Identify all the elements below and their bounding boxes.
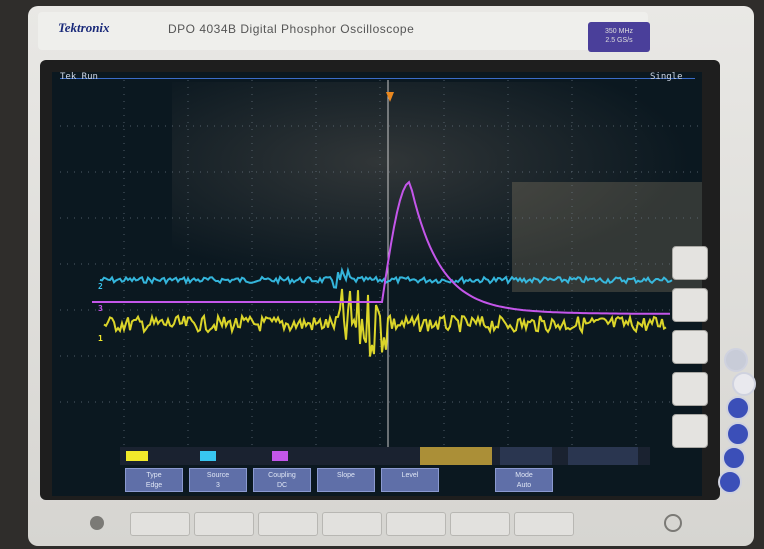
bezel-button-6[interactable] bbox=[450, 512, 510, 536]
acq-mode: Single bbox=[650, 72, 683, 82]
scope-display bbox=[52, 72, 702, 496]
graticule bbox=[60, 80, 700, 448]
spec-badge: 350 MHz 2.5 GS/s bbox=[588, 22, 650, 52]
acquisition-readout bbox=[568, 447, 638, 465]
bezel-button-2[interactable] bbox=[194, 512, 254, 536]
softkey-type[interactable]: Type Edge bbox=[125, 468, 183, 492]
brand-bar bbox=[38, 12, 648, 50]
channel-3-waveform bbox=[92, 180, 670, 315]
channel-knob-1[interactable] bbox=[726, 396, 750, 420]
softkey-coupling[interactable]: Coupling DC bbox=[253, 468, 311, 492]
side-button-2[interactable] bbox=[672, 288, 708, 322]
channel-1-waveform bbox=[103, 288, 667, 357]
record-view-bar bbox=[60, 78, 695, 79]
channel-1-badge bbox=[126, 451, 148, 461]
model-label: DPO 4034B Digital Phosphor Oscilloscope bbox=[168, 22, 415, 36]
bezel-button-5[interactable] bbox=[386, 512, 446, 536]
softkey-slope[interactable]: Slope bbox=[317, 468, 375, 492]
side-button-5[interactable] bbox=[672, 414, 708, 448]
timebase-readout bbox=[420, 447, 492, 465]
bezel-button-4[interactable] bbox=[322, 512, 382, 536]
channel-knob-3[interactable] bbox=[722, 446, 746, 470]
waveform-plot bbox=[60, 80, 700, 452]
softkey-mode[interactable]: Mode Auto bbox=[495, 468, 553, 492]
channel-3-marker[interactable]: 3 bbox=[98, 304, 103, 313]
channel-2-waveform bbox=[99, 266, 673, 289]
trigger-marker[interactable] bbox=[386, 92, 394, 102]
bezel-button-1[interactable] bbox=[130, 512, 190, 536]
side-button-1[interactable] bbox=[672, 246, 708, 280]
softkey-menu: Type Edge Source 3 Coupling DC Slope Level … bbox=[125, 468, 645, 493]
knob-a[interactable] bbox=[724, 348, 748, 372]
channel-2-badge bbox=[200, 451, 216, 461]
side-button-3[interactable] bbox=[672, 330, 708, 364]
channel-3-badge bbox=[272, 451, 288, 461]
softkey-level[interactable]: Level bbox=[381, 468, 439, 492]
usb-icon bbox=[664, 514, 682, 532]
channel-knob-2[interactable] bbox=[726, 422, 750, 446]
trigger-readout bbox=[500, 447, 552, 465]
screen-reflection-right bbox=[512, 182, 702, 292]
brand-logo: Tektronix bbox=[58, 20, 110, 35]
channel-2-marker[interactable]: 2 bbox=[98, 282, 103, 291]
softkey-source[interactable]: Source 3 bbox=[189, 468, 247, 492]
side-button-4[interactable] bbox=[672, 372, 708, 406]
bezel-button-7[interactable] bbox=[514, 512, 574, 536]
knob-b[interactable] bbox=[732, 372, 756, 396]
channel-knob-4[interactable] bbox=[718, 470, 742, 494]
run-status: Tek Run bbox=[60, 72, 98, 82]
power-icon[interactable] bbox=[90, 516, 104, 530]
bezel-button-3[interactable] bbox=[258, 512, 318, 536]
channel-1-marker[interactable]: 1 bbox=[98, 334, 103, 343]
